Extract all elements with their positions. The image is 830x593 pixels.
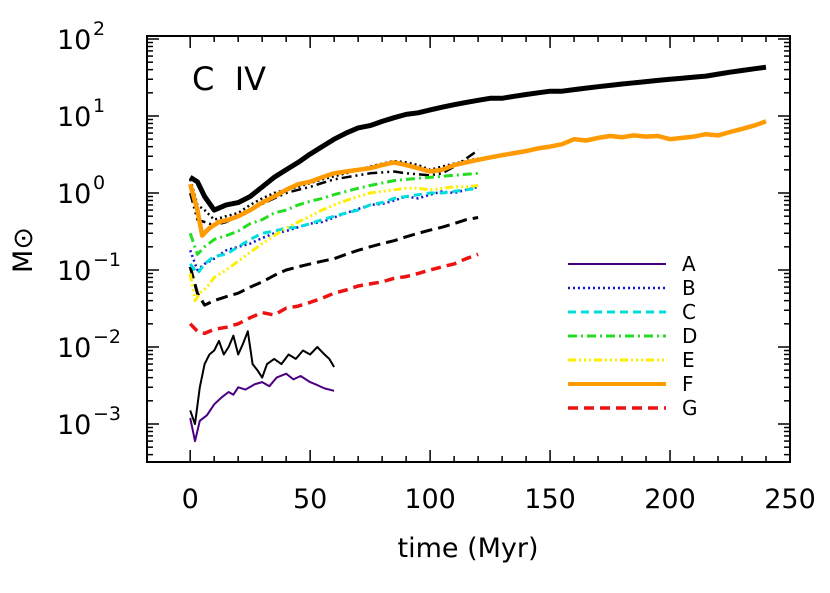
x-tick-label: 0 <box>182 484 199 515</box>
series-line-black-10 <box>188 216 479 307</box>
legend-label-g: G <box>682 396 698 420</box>
y-tick-label: 10 <box>57 333 91 364</box>
axis-ticks <box>147 36 791 462</box>
series-line-c <box>189 186 479 275</box>
legend-label-b: B <box>682 276 696 300</box>
series-line-g <box>188 252 479 336</box>
legend-label-e: E <box>682 348 695 372</box>
panel-annotation: C IV <box>192 60 266 98</box>
y-tick-label: 10 <box>57 102 91 133</box>
series-line-black-8 <box>188 157 479 221</box>
y-tick-label: 10 <box>57 256 91 287</box>
series-line-e <box>188 184 479 303</box>
x-tick-label: 100 <box>404 484 456 515</box>
series-line-f <box>188 119 767 238</box>
series-line-black-9 <box>188 149 479 227</box>
y-tick-exponent: 0 <box>93 172 105 194</box>
series-line-a <box>189 372 335 443</box>
series-line-black-11 <box>189 330 335 425</box>
y-tick-exponent: −2 <box>93 326 121 348</box>
legend-label-f: F <box>682 372 694 396</box>
legend-label-d: D <box>682 324 697 348</box>
x-tick-label: 200 <box>644 484 696 515</box>
y-tick-exponent: 1 <box>93 95 105 117</box>
y-tick-exponent: 2 <box>93 18 105 40</box>
x-axis-label: time (Myr) <box>397 533 538 564</box>
plot-area <box>188 64 767 443</box>
y-tick-label: 10 <box>57 179 91 210</box>
y-axis-label: M⊙ <box>8 227 39 273</box>
x-tick-label: 150 <box>524 484 576 515</box>
series-line-black-7 <box>188 64 767 213</box>
legend-label-c: C <box>682 300 696 324</box>
y-tick-exponent: −1 <box>93 249 121 271</box>
plot-frame <box>146 35 791 463</box>
y-tick-label: 10 <box>57 25 91 56</box>
series-line-d <box>188 171 479 256</box>
legend-label-a: A <box>682 252 696 276</box>
x-tick-label: 250 <box>764 484 816 515</box>
x-tick-labels: 0 50 100 150 200 250 <box>182 484 816 515</box>
y-tick-exponent: −3 <box>93 403 121 425</box>
x-tick-label: 50 <box>293 484 327 515</box>
y-tick-label: 10 <box>57 410 91 441</box>
